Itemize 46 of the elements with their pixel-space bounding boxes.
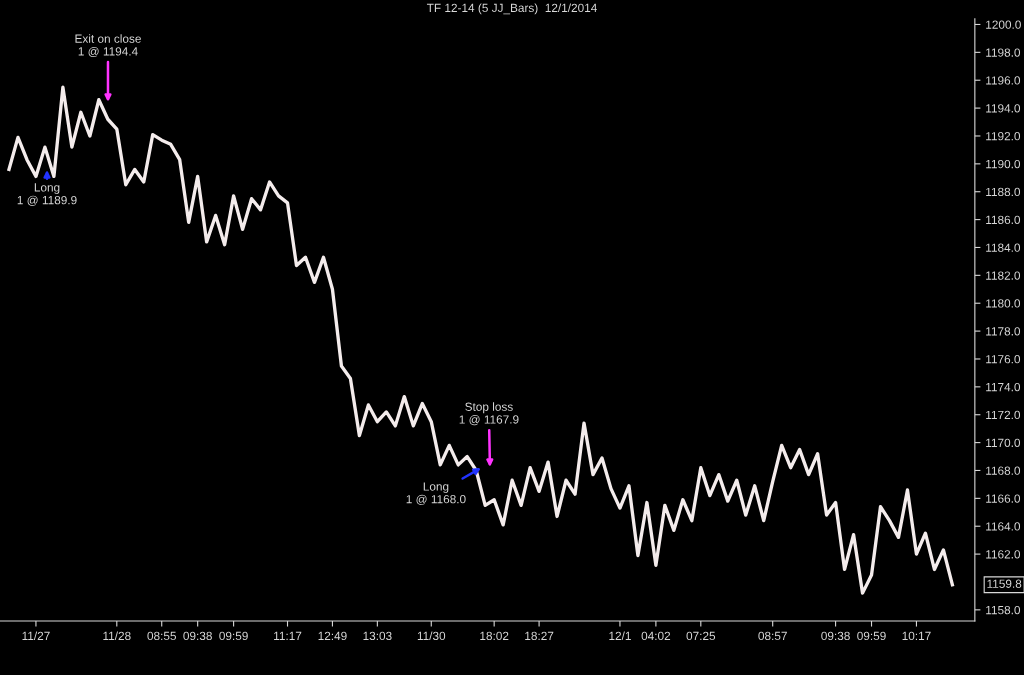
y-tick-label: 1196.0 bbox=[986, 76, 1021, 85]
y-tick-label: 1158.0 bbox=[986, 605, 1021, 615]
x-tick-label: 11:17 bbox=[274, 631, 302, 640]
y-tick-label: 1162.0 bbox=[986, 550, 1021, 559]
y-tick-label: 1182.0 bbox=[986, 271, 1021, 280]
x-tick-label: 13:03 bbox=[363, 631, 392, 641]
x-tick-label: 18:02 bbox=[480, 631, 509, 641]
annotation: Exit on close 1 @ 1194.4 bbox=[75, 34, 141, 58]
x-tick-label: 12/1 bbox=[609, 631, 631, 641]
x-tick-label: 09:59 bbox=[219, 631, 248, 641]
annotation: Long 1 @ 1168.0 bbox=[406, 482, 466, 505]
x-tick-label: 12:49 bbox=[318, 631, 347, 641]
y-tick-label: 1190.0 bbox=[986, 159, 1021, 169]
y-tick-label: 1168.0 bbox=[986, 466, 1021, 475]
x-tick-label: 09:59 bbox=[857, 631, 886, 641]
y-tick-label: 1178.0 bbox=[986, 327, 1021, 336]
x-tick-label: 10:17 bbox=[902, 631, 931, 641]
x-tick-label: 09:38 bbox=[821, 631, 850, 641]
text: 1159.8 bbox=[987, 579, 1022, 588]
y-tick-label: 1194.0 bbox=[986, 104, 1021, 113]
y-tick-label: 1200.0 bbox=[986, 20, 1021, 29]
x-tick-label: 18:27 bbox=[525, 631, 554, 641]
y-tick-label: 1198.0 bbox=[986, 48, 1021, 57]
y-tick-label: 1170.0 bbox=[986, 438, 1021, 447]
y-tick-label: 1186.0 bbox=[986, 215, 1021, 224]
annotation: Stop loss 1 @ 1167.9 bbox=[459, 402, 519, 426]
y-tick-label: 1174.0 bbox=[986, 382, 1021, 392]
line-series bbox=[7, 85, 955, 595]
x-tick-label: 08:57 bbox=[758, 631, 787, 641]
x-tick-label: 11/28 bbox=[103, 631, 131, 641]
x-tick-label: 09:38 bbox=[183, 631, 212, 641]
y-tick-label: 1166.0 bbox=[986, 494, 1021, 503]
x-tick-label: 04:02 bbox=[641, 631, 671, 641]
y-tick-label: 1192.0 bbox=[986, 132, 1021, 141]
y-tick-label: 1164.0 bbox=[986, 522, 1021, 531]
y-tick-label: 1180.0 bbox=[986, 299, 1021, 308]
y-tick-label: 1176.0 bbox=[986, 355, 1021, 364]
x-tick-label: 07:25 bbox=[686, 631, 716, 641]
y-tick-label: 1172.0 bbox=[986, 410, 1021, 420]
x-tick-label: 08:55 bbox=[147, 631, 176, 641]
y-tick-label: 1184.0 bbox=[986, 243, 1021, 252]
x-tick-label: 11/30 bbox=[417, 631, 446, 641]
annotation: Long 1 @ 1189.9 bbox=[17, 183, 77, 206]
x-tick-label: 11/27 bbox=[22, 631, 50, 641]
chart-title: TF 12-14 (5 JJ_Bars) 12/1/2014 bbox=[426, 3, 597, 15]
y-tick-label: 1188.0 bbox=[986, 187, 1021, 197]
